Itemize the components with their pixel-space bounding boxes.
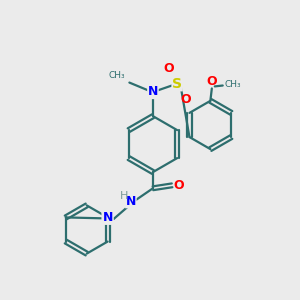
Text: CH₃: CH₃ — [224, 80, 241, 89]
Text: CH₃: CH₃ — [108, 71, 125, 80]
Text: H: H — [120, 191, 128, 201]
Text: N: N — [148, 85, 158, 98]
Text: N: N — [102, 211, 113, 224]
Text: O: O — [164, 62, 174, 75]
Text: N: N — [126, 195, 136, 208]
Text: O: O — [173, 179, 184, 192]
Text: O: O — [206, 75, 217, 88]
Text: O: O — [180, 93, 190, 106]
Text: S: S — [172, 77, 182, 91]
